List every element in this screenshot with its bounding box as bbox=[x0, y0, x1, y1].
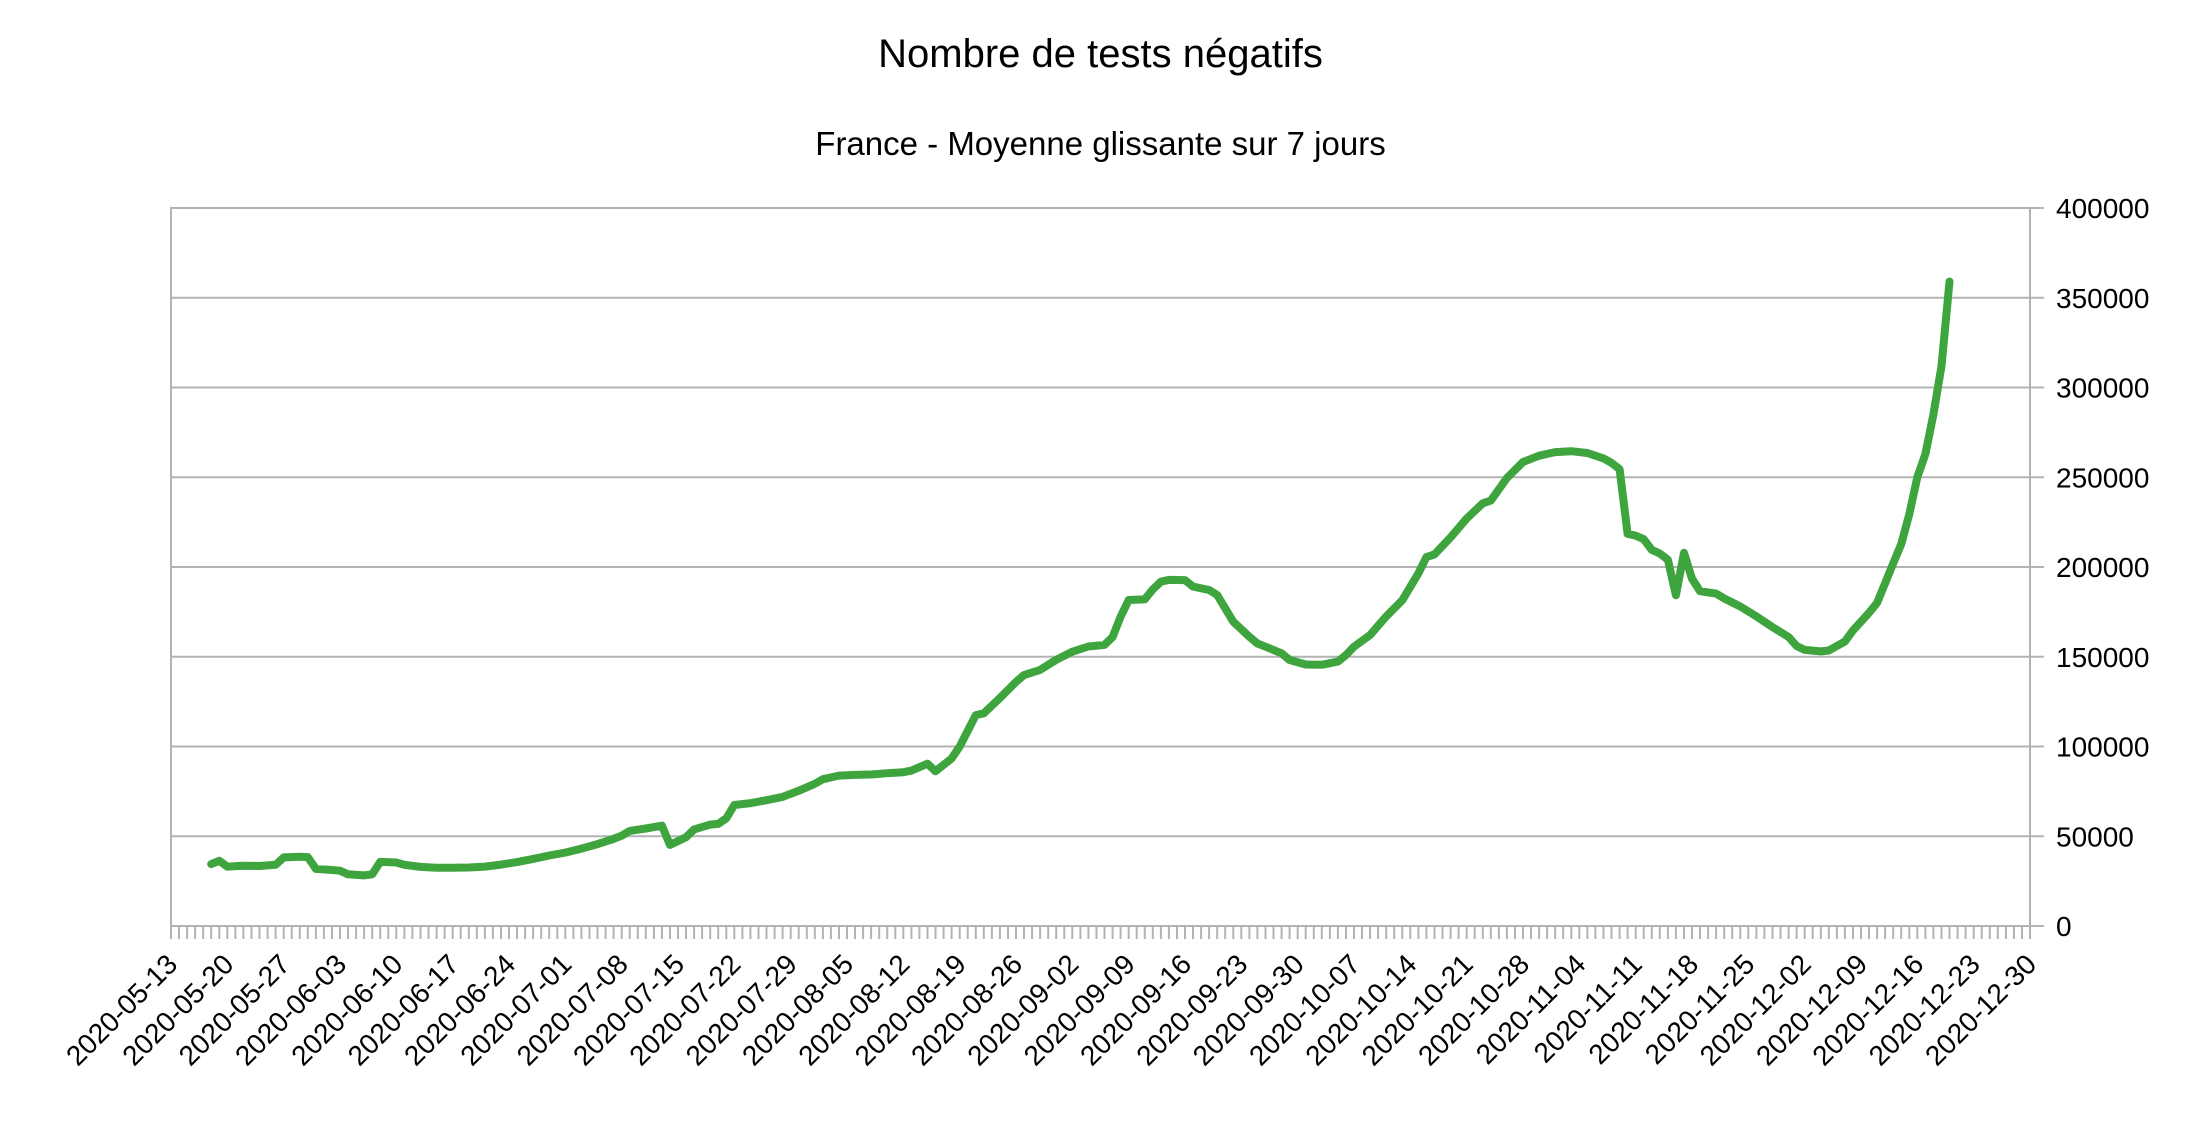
y-tick-label: 0 bbox=[2056, 911, 2072, 942]
x-minor-ticks bbox=[170, 926, 2031, 939]
y-tick-label: 100000 bbox=[2056, 732, 2149, 763]
y-tick-label: 250000 bbox=[2056, 462, 2149, 493]
y-axis-labels: 0 50000 100000 150000 200000 250000 300000 3500… bbox=[2056, 193, 2149, 942]
series-line bbox=[207, 277, 1954, 880]
x-axis-labels: 2020-05-132020-05-202020-05-272020-06-03… bbox=[60, 948, 2042, 1071]
y-axis-ticks bbox=[2030, 207, 2044, 927]
y-tick-label: 400000 bbox=[2056, 193, 2149, 224]
y-tick-label: 350000 bbox=[2056, 283, 2149, 314]
chart-title: Nombre de tests négatifs bbox=[878, 32, 1323, 76]
y-tick-label: 50000 bbox=[2056, 821, 2134, 852]
y-tick-label: 200000 bbox=[2056, 552, 2149, 583]
y-tick-label: 300000 bbox=[2056, 373, 2149, 404]
y-tick-label: 150000 bbox=[2056, 642, 2149, 673]
horizontal-gridlines bbox=[171, 207, 2030, 927]
chart-subtitle: France - Moyenne glissante sur 7 jours bbox=[815, 125, 1386, 162]
